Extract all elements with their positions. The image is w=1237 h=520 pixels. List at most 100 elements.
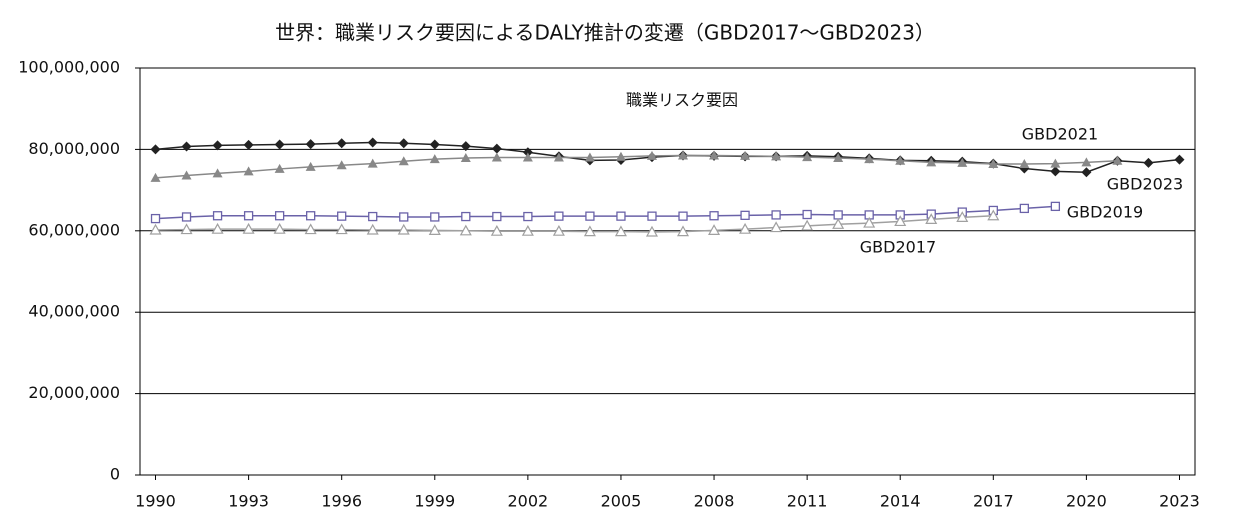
data-point [771, 151, 782, 161]
data-point [180, 223, 193, 235]
y-tick-label: 0 [110, 465, 120, 484]
data-point [368, 211, 378, 222]
data-point [212, 168, 223, 178]
data-point [491, 152, 502, 162]
data-point [428, 224, 441, 235]
data-point [552, 224, 565, 236]
x-tick-label: 2017 [973, 492, 1014, 511]
data-point [306, 211, 316, 221]
x-tick-label: 1990 [135, 492, 176, 511]
series-label: GBD2017 [860, 238, 936, 257]
y-tick-label: 60,000,000 [28, 220, 120, 239]
x-tick-label: 2014 [880, 492, 921, 511]
data-point [584, 152, 595, 162]
series-line [155, 205, 1056, 220]
data-point [926, 157, 937, 167]
data-point [150, 172, 161, 182]
data-point [397, 223, 410, 235]
data-point [459, 224, 472, 236]
data-point [273, 222, 286, 234]
data-point [833, 210, 843, 220]
data-point [398, 156, 409, 166]
data-point [181, 170, 192, 180]
data-point [429, 139, 440, 150]
data-point [770, 221, 783, 233]
series-line [155, 154, 1118, 179]
plot-border [139, 67, 1196, 476]
data-point [739, 222, 752, 234]
data-point [833, 152, 844, 162]
y-tick-label: 40,000,000 [28, 302, 120, 321]
data-point [554, 211, 564, 221]
chart-subtitle: 職業リスク要因 [626, 91, 738, 110]
series-label: GBD2021 [1022, 125, 1098, 144]
x-tick-label: 2011 [787, 492, 828, 511]
data-point [1050, 158, 1061, 168]
data-point [615, 151, 626, 161]
y-tick-label: 100,000,000 [18, 58, 120, 77]
data-point [863, 216, 876, 228]
data-point [243, 211, 254, 221]
data-point [490, 224, 503, 236]
data-point [522, 152, 533, 162]
data-point [709, 211, 719, 221]
data-point [988, 159, 999, 169]
data-point [336, 138, 347, 149]
data-point [740, 210, 750, 220]
x-tick-label: 2020 [1066, 492, 1107, 511]
series-label: GBD2023 [1107, 175, 1183, 194]
data-point [709, 150, 720, 160]
data-point [614, 225, 627, 237]
data-point [274, 163, 285, 173]
data-point [1081, 157, 1092, 167]
data-point [583, 225, 596, 237]
data-point [305, 139, 316, 150]
x-tick-label: 2023 [1159, 492, 1200, 511]
data-point [521, 224, 534, 236]
data-point [430, 212, 440, 222]
data-point [461, 211, 471, 222]
data-point [802, 209, 812, 220]
data-point [646, 150, 657, 160]
x-tick-label: 2002 [508, 492, 549, 511]
data-point [987, 209, 1000, 221]
data-point [274, 139, 285, 150]
y-tick-label: 20,000,000 [28, 383, 120, 402]
data-point [956, 211, 969, 222]
data-point [491, 143, 502, 154]
data-point [832, 218, 845, 229]
data-point [399, 212, 409, 222]
data-point [1143, 157, 1154, 168]
data-point [398, 138, 409, 149]
x-tick-label: 1993 [228, 492, 269, 511]
data-point [895, 155, 906, 165]
data-point [1019, 159, 1030, 169]
data-point [1050, 201, 1061, 212]
data-point [243, 166, 254, 176]
x-tick-label: 2005 [601, 492, 642, 511]
data-point [150, 144, 161, 155]
data-point [801, 219, 814, 231]
data-point [740, 150, 751, 160]
data-point [367, 137, 378, 148]
data-point [337, 211, 347, 221]
series-label: GBD2019 [1067, 203, 1143, 222]
data-point [304, 223, 317, 235]
data-point [150, 213, 161, 224]
chart-title: 世界：職業リスク要因によるDALY推計の変遷（GBD2017～GBD2023） [275, 21, 935, 45]
data-point [1081, 167, 1092, 178]
data-point [429, 154, 440, 164]
data-point [678, 150, 689, 160]
data-point [212, 211, 223, 221]
data-point [925, 213, 938, 225]
data-point [335, 223, 348, 235]
data-point [585, 211, 595, 221]
data-point [367, 158, 378, 168]
data-point [305, 161, 316, 171]
data-point [647, 211, 657, 221]
data-point [771, 210, 781, 220]
data-point [211, 222, 224, 234]
data-point [242, 222, 255, 234]
